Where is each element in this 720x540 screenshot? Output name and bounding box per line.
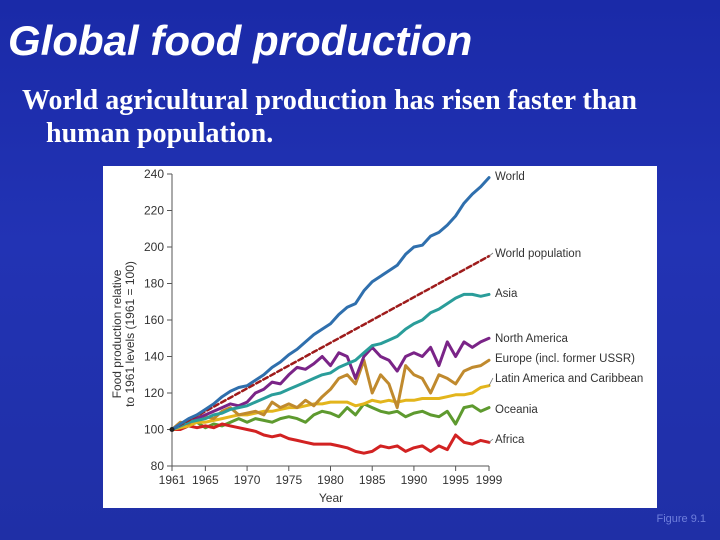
y-tick-label: 140 (144, 350, 164, 364)
series-line-africa (170, 422, 491, 455)
y-tick-label: 220 (144, 204, 164, 218)
series-line-world (170, 176, 491, 431)
series-label: Europe (incl. former USSR) (495, 353, 635, 365)
y-tick-label: 180 (144, 277, 164, 291)
origin-point (169, 427, 175, 432)
x-tick-label: 1970 (234, 473, 261, 487)
series-label: World population (495, 248, 581, 260)
labels-layer: World World population Asia North America Eu… (488, 171, 643, 446)
series-label: Asia (495, 288, 518, 300)
chart-panel: 80 100 120 140 160 180 200 220 240 1961 1965 1970 19… (103, 166, 657, 508)
series-layer (169, 176, 491, 455)
series-line-latin-america-and-caribbean (170, 384, 491, 431)
slide-subtitle: World agricultural production has risen … (22, 85, 638, 150)
x-tick-label: 1990 (401, 473, 428, 487)
axes-layer (171, 174, 489, 467)
series-leader-line (488, 438, 494, 443)
series-label: Oceania (495, 404, 538, 416)
figure-caption: Figure 9.1 (656, 513, 706, 525)
y-tick-label: 100 (144, 423, 164, 437)
y-axis-title-line2: to 1961 levels (1961 = 100) (123, 261, 137, 407)
x-axis-title: Year (319, 491, 343, 505)
x-tick-label: 1975 (275, 473, 302, 487)
series-label: Latin America and Caribbean (495, 373, 643, 385)
ticks-layer: 80 100 120 140 160 180 200 220 240 1961 1965 1970 19… (144, 167, 503, 487)
x-tick-label: 1965 (192, 473, 219, 487)
series-leader-line (488, 377, 494, 386)
series-line-north-america (170, 336, 491, 431)
slide-title: Global food production (8, 17, 473, 64)
y-axis-title-line1: Food production relative (110, 269, 124, 398)
series-label: Africa (495, 434, 525, 446)
y-tick-label: 200 (144, 240, 164, 254)
y-tick-label: 120 (144, 386, 164, 400)
series-label: World (495, 171, 525, 183)
y-tick-label: 160 (144, 313, 164, 327)
series-line-asia (170, 292, 491, 431)
series-line-world-population (170, 254, 491, 431)
food-production-chart: 80 100 120 140 160 180 200 220 240 1961 1965 1970 19… (110, 167, 643, 505)
y-tick-label: 240 (144, 167, 164, 181)
x-tick-label: 1999 (476, 473, 503, 487)
series-line-europe-incl-former-ussr (170, 358, 491, 431)
x-tick-label: 1980 (317, 473, 344, 487)
series-label: North America (495, 333, 568, 345)
x-tick-label: 1995 (442, 473, 469, 487)
x-tick-label: 1985 (359, 473, 386, 487)
series-leader-line (488, 252, 494, 257)
x-tick-label: 1961 (159, 473, 186, 487)
y-tick-label: 80 (151, 459, 165, 473)
